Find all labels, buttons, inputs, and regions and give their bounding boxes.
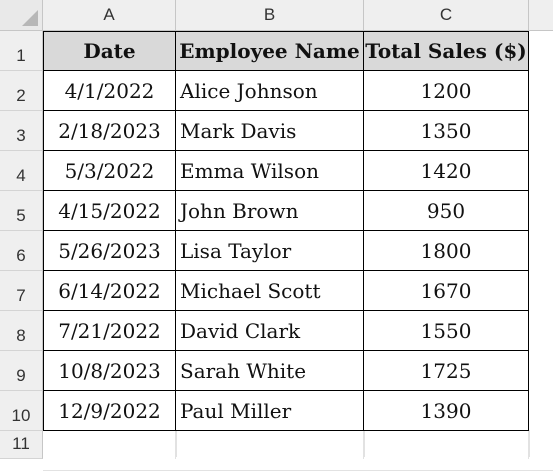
select-all-button[interactable] <box>0 0 43 31</box>
header-cell[interactable]: Employee Name <box>176 31 364 71</box>
date-cell[interactable]: 12/9/2022 <box>43 391 176 431</box>
row-header[interactable]: 3 <box>0 111 43 151</box>
total-sales-cell[interactable]: 1725 <box>364 351 529 391</box>
total-sales-cell[interactable]: 1390 <box>364 391 529 431</box>
gridline <box>176 430 177 457</box>
employee-name-cell[interactable]: Sarah White <box>176 351 364 391</box>
employee-name-cell[interactable]: John Brown <box>176 191 364 231</box>
row-header[interactable]: 11 <box>0 431 43 459</box>
row-header[interactable]: 2 <box>0 71 43 111</box>
date-cell[interactable]: 4/15/2022 <box>43 191 176 231</box>
row-header[interactable]: 6 <box>0 231 43 271</box>
date-cell[interactable]: 10/8/2023 <box>43 351 176 391</box>
total-sales-cell[interactable]: 1420 <box>364 151 529 191</box>
row-header[interactable]: 9 <box>0 351 43 391</box>
empty-cell[interactable] <box>43 431 176 459</box>
date-cell[interactable]: 4/1/2022 <box>43 71 176 111</box>
column-header-d[interactable] <box>529 0 553 31</box>
column-header-c[interactable]: C <box>364 0 529 31</box>
date-cell[interactable]: 5/3/2022 <box>43 151 176 191</box>
total-sales-cell[interactable]: 950 <box>364 191 529 231</box>
row-header[interactable]: 10 <box>0 391 43 431</box>
date-cell[interactable]: 6/14/2022 <box>43 271 176 311</box>
gridline <box>364 430 365 457</box>
date-cell[interactable]: 2/18/2023 <box>43 111 176 151</box>
row-header[interactable]: 5 <box>0 191 43 231</box>
employee-name-cell[interactable]: Mark Davis <box>176 111 364 151</box>
total-sales-cell[interactable]: 1670 <box>364 271 529 311</box>
total-sales-cell[interactable]: 1800 <box>364 231 529 271</box>
gridline <box>529 430 530 457</box>
select-all-triangle-icon <box>22 10 38 26</box>
row-header[interactable]: 8 <box>0 311 43 351</box>
employee-name-cell[interactable]: David Clark <box>176 311 364 351</box>
total-sales-cell[interactable]: 1350 <box>364 111 529 151</box>
employee-name-cell[interactable]: Michael Scott <box>176 271 364 311</box>
empty-cell[interactable] <box>176 431 364 459</box>
header-cell[interactable]: Total Sales ($) <box>364 31 529 71</box>
employee-name-cell[interactable]: Emma Wilson <box>176 151 364 191</box>
date-cell[interactable]: 7/21/2022 <box>43 311 176 351</box>
column-header-b[interactable]: B <box>176 0 364 31</box>
empty-cell[interactable] <box>364 431 529 459</box>
header-cell[interactable]: Date <box>43 31 176 71</box>
employee-name-cell[interactable]: Paul Miller <box>176 391 364 431</box>
employee-name-cell[interactable]: Lisa Taylor <box>176 231 364 271</box>
row-header[interactable]: 7 <box>0 271 43 311</box>
row-header[interactable]: 4 <box>0 151 43 191</box>
total-sales-cell[interactable]: 1200 <box>364 71 529 111</box>
row-header[interactable]: 1 <box>0 31 43 71</box>
column-header-a[interactable]: A <box>43 0 176 31</box>
date-cell[interactable]: 5/26/2023 <box>43 231 176 271</box>
employee-name-cell[interactable]: Alice Johnson <box>176 71 364 111</box>
total-sales-cell[interactable]: 1550 <box>364 311 529 351</box>
